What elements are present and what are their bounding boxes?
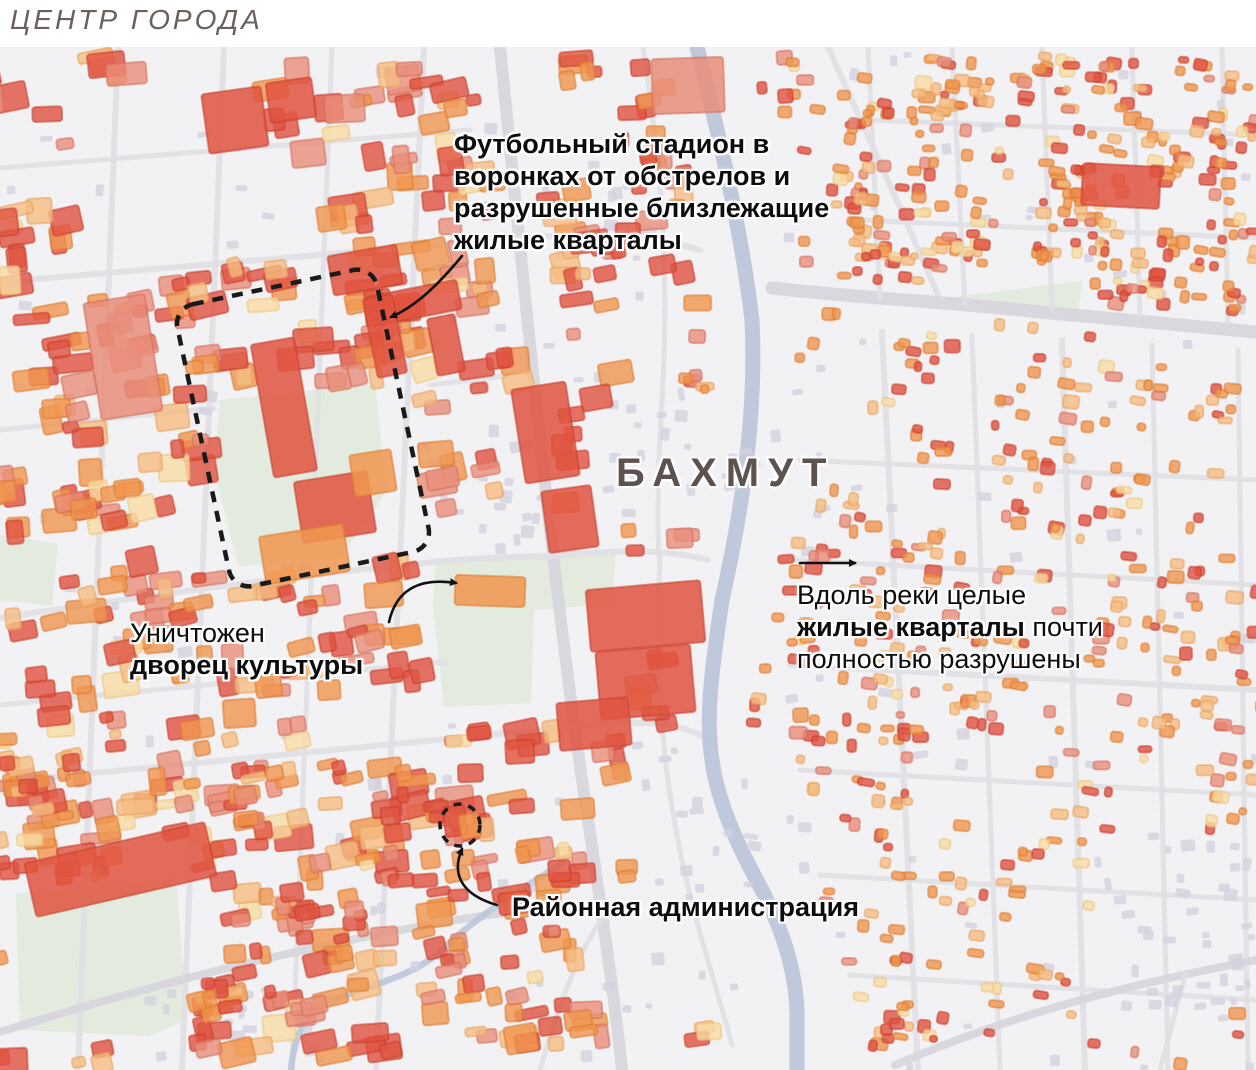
annotation-stadium-line2: воронках от обстрелов и	[454, 161, 791, 191]
admin-dashed-outline	[438, 802, 482, 848]
annotation-river-line2: жилые кварталы почти	[797, 611, 1103, 643]
annotation-stadium-line1: Футбольный стадион в	[454, 129, 770, 159]
annotation-arrow	[455, 847, 499, 907]
annotation-river-line3: полностью разрушены	[797, 644, 1081, 674]
annotation-palace-line1: Уничтожен	[130, 618, 265, 648]
annotation-river-line2-rest: почти	[1024, 612, 1103, 642]
annotation-river-line1: Вдоль реки целые	[797, 580, 1027, 610]
annotation-palace: Уничтожен дворец культуры	[130, 617, 363, 681]
annotation-stadium-line3: разрушенные близлежащие	[454, 193, 830, 223]
map-canvas: Футбольный стадион в воронках от обстрел…	[0, 47, 1256, 1070]
annotation-river: Вдоль реки целые жилые кварталы почти по…	[797, 579, 1103, 675]
annotation-palace-line2: дворец культуры	[130, 650, 364, 680]
damage-map-svg	[0, 47, 1256, 1070]
page-title: ЦЕНТР ГОРОДА	[10, 4, 263, 35]
annotation-river-line2-bold: жилые кварталы	[797, 612, 1025, 642]
city-label: БАХМУТ	[616, 451, 836, 495]
annotation-arrow	[389, 254, 464, 319]
annotation-stadium: Футбольный стадион в воронках от обстрел…	[454, 128, 829, 256]
stadium-dashed-outline	[174, 267, 432, 589]
annotation-admin: Районная администрация	[512, 892, 859, 922]
annotation-stadium-line4: жилые кварталы	[454, 225, 682, 255]
header-bar: ЦЕНТР ГОРОДА	[0, 0, 1256, 47]
annotation-arrow	[387, 578, 458, 624]
